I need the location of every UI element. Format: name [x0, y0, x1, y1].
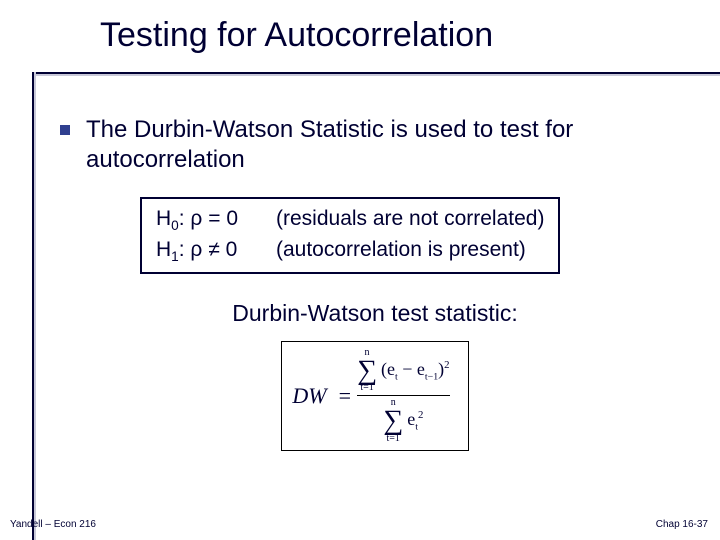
h1-left: H1: ρ ≠ 0 — [156, 236, 276, 267]
denominator: n ∑ t=1 et2 — [383, 398, 423, 443]
fraction: n ∑ t=1 (et − et−1)2 n — [357, 348, 450, 443]
formula-box: DW = n ∑ t=1 (et − et−1)2 — [281, 341, 468, 450]
footer-left: Yandell – Econ 216 — [10, 519, 96, 530]
dw-statistic-label: Durbin-Watson test statistic: — [60, 300, 690, 327]
h0-left: H0: ρ = 0 — [156, 205, 276, 236]
sum-den-bot: t=1 — [387, 434, 400, 444]
sigma-icon: ∑ — [357, 358, 377, 383]
slide-title: Testing for Autocorrelation — [100, 16, 720, 55]
vertical-rule-light — [34, 72, 36, 540]
hypotheses-box: H0: ρ = 0 (residuals are not correlated)… — [140, 197, 560, 274]
hypothesis-h1: H1: ρ ≠ 0 (autocorrelation is present) — [156, 236, 544, 267]
den-pow: 2 — [418, 409, 423, 421]
sum-numerator: n ∑ t=1 — [357, 348, 377, 393]
formula-eq: = — [339, 383, 351, 409]
num-open: (e — [381, 359, 395, 379]
sigma-icon: ∑ — [383, 408, 403, 433]
horizontal-rule-light — [32, 74, 720, 76]
bullet-row: The Durbin-Watson Statistic is used to t… — [60, 115, 690, 175]
denominator-term: et2 — [407, 409, 423, 433]
hypothesis-h0: H0: ρ = 0 (residuals are not correlated) — [156, 205, 544, 236]
h1-desc: (autocorrelation is present) — [276, 236, 526, 267]
h0-body: : ρ = 0 — [179, 207, 238, 230]
h0-desc: (residuals are not correlated) — [276, 205, 544, 236]
num-pow: 2 — [444, 359, 449, 371]
h1-sym: H — [156, 238, 171, 261]
footer-right: Chap 16-37 — [656, 519, 708, 530]
h1-sub: 1 — [171, 249, 179, 264]
numerator: n ∑ t=1 (et − et−1)2 — [357, 348, 450, 393]
bullet-square-icon — [60, 125, 70, 135]
den-sub: t — [415, 422, 418, 433]
sum-num-bot: t=1 — [360, 383, 373, 393]
formula-wrap: DW = n ∑ t=1 (et − et−1)2 — [60, 341, 690, 450]
num-mid: − e — [398, 359, 425, 379]
bullet-text: The Durbin-Watson Statistic is used to t… — [86, 115, 690, 175]
h0-sub: 0 — [171, 218, 179, 233]
slide: Testing for Autocorrelation The Durbin-W… — [0, 0, 720, 540]
numerator-term: (et − et−1)2 — [381, 359, 450, 383]
formula-lhs: DW — [292, 383, 326, 409]
num-sub2: t−1 — [425, 372, 438, 383]
sum-denominator: n ∑ t=1 — [383, 398, 403, 443]
title-area: Testing for Autocorrelation — [0, 0, 720, 55]
fraction-bar — [357, 395, 450, 396]
formula: DW = n ∑ t=1 (et − et−1)2 — [292, 348, 449, 443]
body-area: The Durbin-Watson Statistic is used to t… — [60, 115, 690, 451]
h0-sym: H — [156, 207, 171, 230]
h1-body: : ρ ≠ 0 — [179, 238, 238, 261]
